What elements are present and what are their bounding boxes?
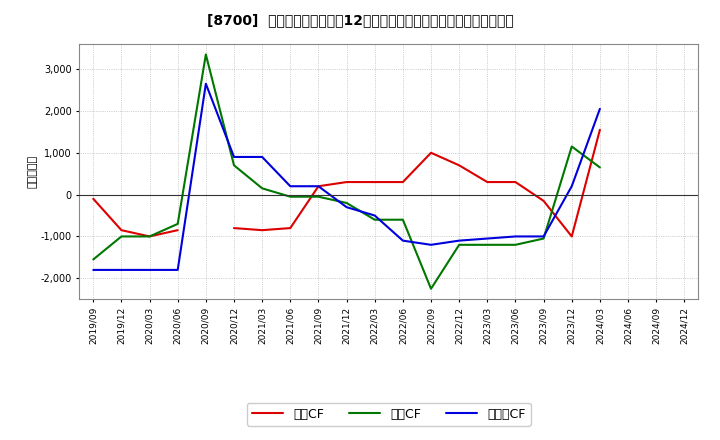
営業CF <box>174 227 182 233</box>
フリーCF <box>174 267 182 272</box>
フリーCF <box>427 242 436 247</box>
投資CF <box>595 165 604 170</box>
投資CF <box>427 286 436 291</box>
投資CF <box>202 52 210 57</box>
Line: フリーCF: フリーCF <box>94 84 600 270</box>
投資CF <box>174 221 182 227</box>
フリーCF <box>511 234 520 239</box>
Line: 投資CF: 投資CF <box>94 55 600 289</box>
投資CF <box>145 234 154 239</box>
フリーCF <box>202 81 210 86</box>
フリーCF <box>567 183 576 189</box>
投資CF <box>370 217 379 222</box>
Legend: 営業CF, 投資CF, フリーCF: 営業CF, 投資CF, フリーCF <box>247 403 531 425</box>
投資CF <box>117 234 126 239</box>
営業CF <box>145 234 154 239</box>
営業CF <box>117 227 126 233</box>
投資CF <box>539 236 548 241</box>
投資CF <box>89 257 98 262</box>
フリーCF <box>314 183 323 189</box>
投資CF <box>314 194 323 199</box>
Y-axis label: （百万円）: （百万円） <box>27 155 37 188</box>
Line: 営業CF: 営業CF <box>94 199 178 236</box>
フリーCF <box>286 183 294 189</box>
フリーCF <box>145 267 154 272</box>
投資CF <box>342 200 351 205</box>
営業CF <box>89 196 98 202</box>
フリーCF <box>455 238 464 243</box>
フリーCF <box>117 267 126 272</box>
投資CF <box>286 194 294 199</box>
フリーCF <box>258 154 266 160</box>
投資CF <box>258 186 266 191</box>
投資CF <box>455 242 464 247</box>
投資CF <box>511 242 520 247</box>
フリーCF <box>483 236 492 241</box>
フリーCF <box>342 205 351 210</box>
フリーCF <box>230 154 238 160</box>
フリーCF <box>89 267 98 272</box>
投資CF <box>483 242 492 247</box>
フリーCF <box>370 213 379 218</box>
フリーCF <box>595 106 604 111</box>
フリーCF <box>399 238 408 243</box>
投資CF <box>567 144 576 149</box>
投資CF <box>399 217 408 222</box>
投資CF <box>230 163 238 168</box>
フリーCF <box>539 234 548 239</box>
Text: [8700]  キャッシュフローの12か月移動合計の対前年同期増減額の推移: [8700] キャッシュフローの12か月移動合計の対前年同期増減額の推移 <box>207 13 513 27</box>
